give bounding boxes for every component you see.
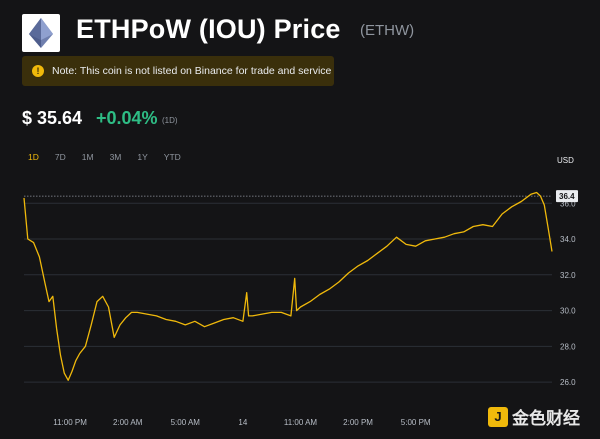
change-period: (1D) [162,116,178,125]
tab-7d[interactable]: 7D [54,152,66,162]
y-tick-label: 32.0 [560,271,576,280]
x-tick-label: 14 [238,418,247,427]
y-tick-label: 30.0 [560,307,576,316]
watermark: J 金色财经 [488,404,580,429]
y-tick-label: 36.0 [560,199,576,208]
y-tick-label: 34.0 [560,235,576,244]
tab-1m[interactable]: 1M [81,152,94,162]
notice-text: Note: This coin is not listed on Binance… [52,65,332,77]
jinse-logo-icon: J [488,406,508,427]
x-tick-label: 2:00 PM [343,418,373,427]
y-tick-label: 28.0 [560,342,576,351]
last-price-label: 36.4 [559,192,575,201]
tab-3m[interactable]: 3M [109,152,122,162]
warning-icon: ! [32,65,44,77]
price-change: +0.04% [96,108,158,128]
y-tick-label: 26.0 [560,378,576,387]
last-price-badge [556,190,578,203]
coin-ticker: (ETHW) [360,22,415,39]
range-tabs: 1D 7D 1M 3M 1Y YTD [28,152,197,162]
x-tick-label: 11:00 AM [284,418,318,427]
current-price: $ 35.64 [22,108,83,128]
price-series-line [23,191,553,381]
tab-ytd[interactable]: YTD [163,152,181,162]
x-tick-label: 5:00 AM [171,418,201,427]
x-tick-label: 2:00 AM [113,418,143,427]
listing-notice: ! Note: This coin is not listed on Binan… [22,56,334,86]
tab-1y[interactable]: 1Y [137,152,148,162]
currency-label: USD [557,156,574,165]
x-tick-label: 11:00 PM [53,418,87,427]
ethpow-logo-icon [22,14,60,52]
page-title: ETHPoW (IOU) Price [76,14,341,44]
x-tick-label: 5:00 PM [401,418,431,427]
watermark-text: 金色财经 [512,409,580,428]
tab-1d[interactable]: 1D [28,152,39,162]
